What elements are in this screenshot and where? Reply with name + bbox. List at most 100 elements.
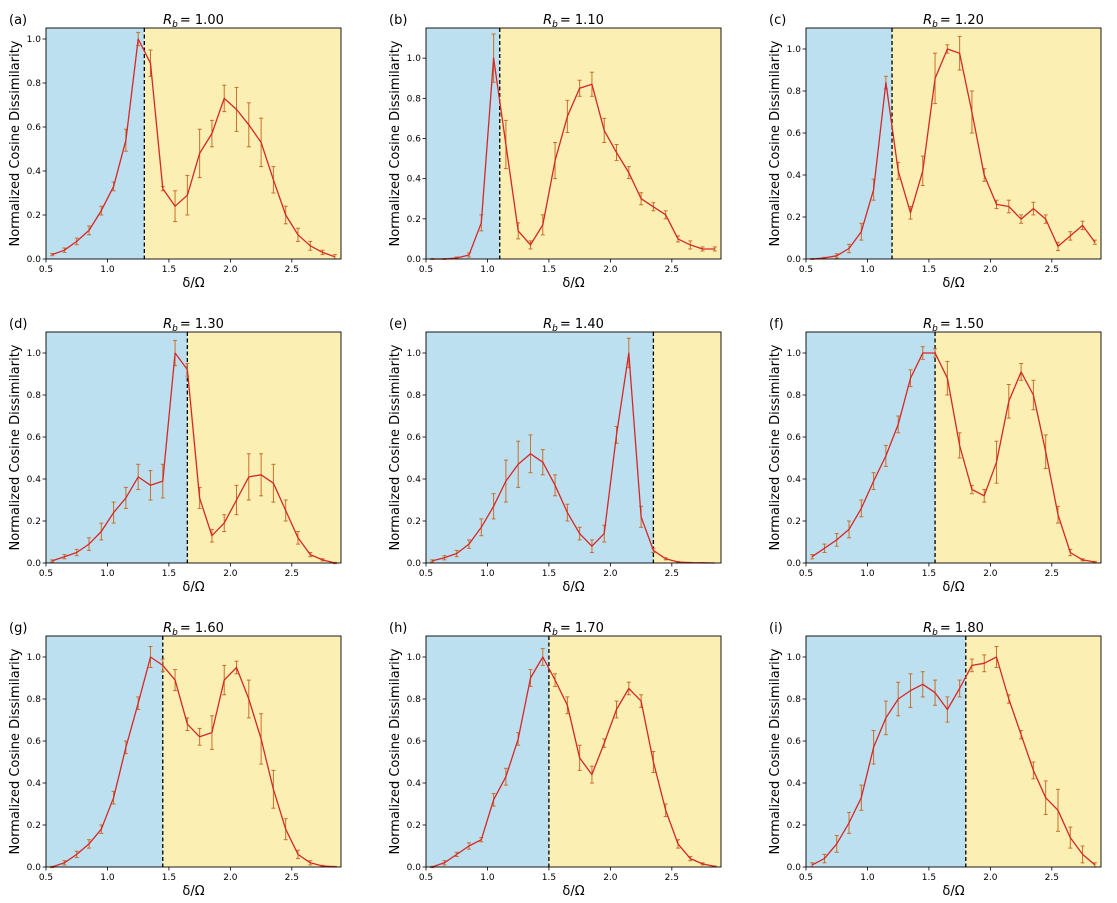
- x-axis-label: δ/Ω: [562, 884, 584, 899]
- x-tick-label: 0.5: [39, 265, 53, 275]
- x-tick-label: 1.5: [542, 873, 556, 883]
- y-tick-label: 0.6: [27, 737, 42, 747]
- title-subscript: b: [932, 324, 938, 334]
- title-subscript: b: [172, 20, 178, 30]
- x-tick-label: 0.5: [419, 265, 433, 275]
- x-tick-label: 1.0: [480, 873, 495, 883]
- x-axis-label: δ/Ω: [942, 276, 964, 291]
- x-tick-label: 2.0: [983, 265, 998, 275]
- y-tick-label: 0.0: [407, 863, 422, 873]
- title-value: = 1.60: [180, 621, 224, 636]
- series-line: [432, 57, 715, 260]
- x-tick-label: 0.5: [799, 265, 813, 275]
- panel-letter: (c): [769, 13, 786, 28]
- y-tick-label: 0.2: [27, 211, 41, 221]
- title-subscript: b: [552, 324, 558, 334]
- x-tick-label: 1.0: [860, 569, 875, 579]
- y-axis-label: Normalized Cosine Dissimilarity: [768, 40, 783, 246]
- y-tick-label: 0.6: [407, 737, 422, 747]
- y-tick-label: 0.6: [407, 433, 422, 443]
- y-axis-label: Normalized Cosine Dissimilarity: [768, 648, 783, 854]
- phase-region-left: [46, 332, 188, 563]
- phase-region-left: [426, 636, 549, 867]
- x-tick-label: 2.5: [665, 569, 679, 579]
- x-tick-label: 1.0: [100, 569, 115, 579]
- panel-letter: (a): [9, 13, 27, 28]
- y-tick-label: 0.0: [27, 559, 42, 569]
- title-subscript: b: [552, 628, 558, 638]
- phase-region-right: [187, 332, 341, 563]
- x-tick-label: 1.5: [922, 265, 936, 275]
- y-tick-label: 0.6: [407, 134, 422, 144]
- y-axis-label: Normalized Cosine Dissimilarity: [388, 344, 403, 550]
- x-axis-label: δ/Ω: [562, 276, 584, 291]
- x-tick-label: 1.0: [480, 265, 495, 275]
- x-tick-label: 2.5: [285, 569, 299, 579]
- axes-frame: [805, 635, 1102, 868]
- panel-letter: (b): [389, 13, 407, 28]
- axes-frame: [425, 331, 722, 564]
- axes-frame: [425, 27, 722, 260]
- x-tick-label: 2.5: [1045, 569, 1059, 579]
- y-tick-label: 0.6: [787, 433, 802, 443]
- x-tick-label: 2.5: [1045, 265, 1059, 275]
- panel-title: Rb = 1.30: [163, 317, 224, 334]
- y-tick-label: 0.2: [787, 517, 801, 527]
- axes-frame: [425, 635, 722, 868]
- x-tick-label: 0.5: [799, 873, 813, 883]
- x-tick-label: 1.0: [860, 873, 875, 883]
- y-tick-label: 0.6: [787, 129, 802, 139]
- x-tick-label: 1.0: [100, 265, 115, 275]
- panel-title: Rb = 1.50: [923, 317, 984, 334]
- y-tick-label: 0.8: [787, 391, 802, 401]
- y-tick-label: 0.2: [27, 517, 41, 527]
- y-tick-label: 0.8: [27, 391, 42, 401]
- panel-h: 0.5 1.0 1.5 2.0 2.5 0.0 0.2 0.4 0.6 0.8 1.0 δ/Ω Norm…: [388, 621, 722, 899]
- panel-title: Rb = 1.20: [923, 13, 984, 30]
- y-tick-label: 0.2: [407, 215, 421, 225]
- axes-frame: [45, 331, 342, 564]
- phase-region-left: [46, 636, 163, 867]
- x-tick-label: 2.0: [603, 873, 618, 883]
- y-tick-label: 1.0: [407, 349, 422, 359]
- y-tick-label: 0.8: [407, 94, 422, 104]
- y-tick-label: 0.2: [407, 821, 421, 831]
- y-tick-label: 0.4: [787, 779, 802, 789]
- title-subscript: b: [172, 628, 178, 638]
- panel-title: Rb = 1.10: [543, 13, 604, 30]
- y-tick-label: 0.4: [787, 171, 802, 181]
- x-tick-label: 1.5: [922, 569, 936, 579]
- y-tick-label: 0.0: [787, 559, 802, 569]
- title-value: = 1.50: [940, 317, 984, 332]
- x-axis-label: δ/Ω: [942, 580, 964, 595]
- x-tick-label: 0.5: [39, 873, 53, 883]
- title-value: = 1.10: [560, 13, 604, 28]
- x-tick-label: 1.5: [542, 265, 556, 275]
- series-line: [812, 48, 1096, 260]
- y-tick-label: 0.8: [787, 87, 802, 97]
- series-line: [51, 352, 336, 564]
- series-line: [811, 352, 1096, 563]
- y-tick-label: 0.8: [27, 79, 42, 89]
- phase-region-left: [806, 636, 966, 867]
- phase-region-left: [46, 28, 145, 259]
- y-tick-label: 0.0: [407, 559, 422, 569]
- title-value: = 1.00: [180, 13, 224, 28]
- y-axis-label: Normalized Cosine Dissimilarity: [388, 40, 403, 246]
- y-tick-label: 1.0: [787, 45, 802, 55]
- y-tick-label: 0.0: [787, 863, 802, 873]
- phase-region-left: [426, 332, 654, 563]
- title-symbol: R: [163, 317, 172, 332]
- x-tick-label: 2.0: [603, 569, 618, 579]
- panel-a: 0.5 1.0 1.5 2.0 2.5 0.0 0.2 0.4 0.6 0.8 1.0 δ/Ω Norm…: [8, 13, 342, 291]
- y-tick-label: 1.0: [27, 35, 42, 45]
- y-tick-label: 1.0: [787, 349, 802, 359]
- y-tick-label: 0.2: [27, 821, 41, 831]
- y-tick-label: 0.4: [787, 475, 802, 485]
- phase-region-right: [935, 332, 1101, 563]
- panel-title: Rb = 1.60: [163, 621, 224, 638]
- y-tick-label: 1.0: [27, 653, 42, 663]
- title-symbol: R: [163, 621, 172, 636]
- x-tick-label: 1.5: [162, 873, 176, 883]
